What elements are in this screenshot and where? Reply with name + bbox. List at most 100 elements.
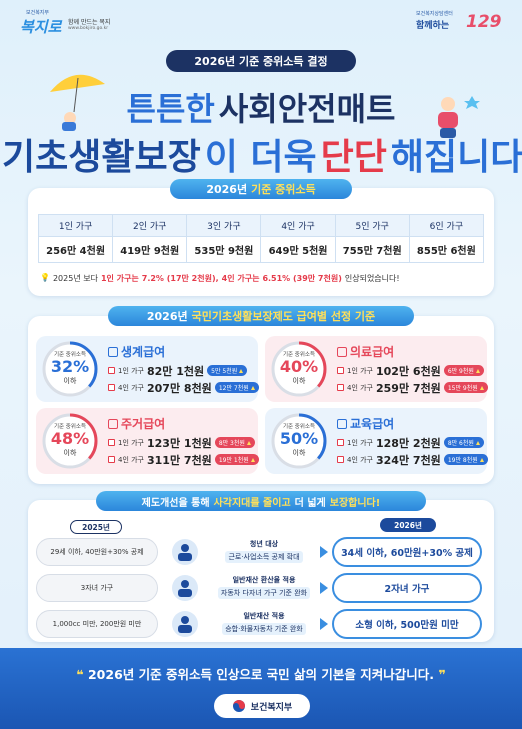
increase-badge: 5만 5천원	[207, 365, 248, 376]
title-highlight: 보장합니다!	[329, 497, 381, 509]
income-amount: 755만 7천원	[334, 236, 410, 263]
household-header: 6인 가구	[408, 214, 485, 237]
increase: 8만 6천원	[447, 440, 474, 447]
before-value: 1,000cc 미만, 200만원 미만	[36, 610, 158, 638]
row-icon	[172, 611, 198, 637]
household: 4인 가구	[118, 383, 144, 392]
benefit-name: 주거급여	[121, 417, 166, 431]
up-arrow	[239, 368, 244, 373]
increase: 15만 9천원	[447, 385, 478, 392]
headline-text: 이 더욱	[204, 137, 317, 178]
up-arrow	[479, 457, 484, 462]
household-header: 5인 가구	[334, 214, 410, 237]
household: 1인 가구	[347, 366, 373, 375]
below: 이하	[63, 449, 77, 457]
income-amount: 256만 4천원	[37, 236, 114, 263]
benefit-icon	[337, 418, 347, 429]
title-text: 2026년	[206, 183, 248, 196]
before-value: 3자녀 가구	[36, 574, 158, 602]
right-small: 보건복지상담센터	[416, 11, 453, 17]
amount: 207만 8천원	[147, 381, 212, 395]
detail: 근로·사업소득 공제 확대	[225, 551, 303, 563]
household: 1인 가구	[118, 438, 144, 447]
benefit-icon	[108, 346, 118, 357]
benefit-name-wrap: 의료급여	[337, 343, 394, 360]
table-value-row: 256만 4천원 419만 9천원 535만 9천원 649만 5천원 755만 7천원…	[37, 236, 485, 263]
benefit-name-wrap: 교육급여	[337, 415, 394, 432]
household-header: 4인 가구	[260, 214, 336, 237]
table-header-row: 1인 가구 2인 가구 3인 가구 4인 가구 5인 가구 6인 가구	[37, 214, 485, 237]
arrow	[320, 546, 328, 558]
title-badge: 2026년 기준 중위소득 결정	[166, 50, 356, 72]
section-title: 제도개선을 통해 사각지대를 줄이고 더 넓게 보장합니다!	[96, 491, 426, 511]
benefit-name: 생계급여	[121, 345, 166, 359]
after-value: 34세 이하, 60만원+30% 공제	[332, 537, 482, 567]
checkbox	[108, 439, 115, 446]
ring-text: 기준 중위소득 50% 이하	[269, 422, 329, 458]
section-title: 2026년 기준 중위소득	[170, 179, 352, 199]
amount: 259만 7천원	[376, 381, 441, 395]
benefit-card: 기준 중위소득 48% 이하 주거급여 1인 가구 123만 1천원 8만 3천원 4인 가구…	[36, 408, 259, 474]
household: 1인 가구	[347, 438, 373, 447]
up-arrow	[475, 368, 480, 373]
tagline: 함께 만드는 복지	[68, 19, 111, 26]
household: 4인 가구	[118, 455, 144, 464]
percent: 50%	[279, 429, 319, 448]
amount: 102만 6천원	[376, 364, 441, 378]
income-amount: 535만 9천원	[186, 236, 262, 263]
criterion: 기준 중위소득	[53, 352, 87, 358]
title-highlight: 기준 중위소득	[251, 183, 316, 196]
ring-text: 기준 중위소득 48% 이하	[40, 422, 100, 458]
increase: 12만 7천원	[218, 385, 249, 392]
improvement-detail: 일반재산 적용 승합·화물자동차 기준 완화	[204, 611, 324, 635]
note-highlight: 6.51% (39만 7천원)	[262, 274, 342, 283]
below: 이하	[292, 449, 306, 457]
after-value: 2자녀 가구	[332, 573, 482, 603]
ring	[42, 341, 98, 397]
title-highlight: 국민기초생활보장제도 급여별 선정 기준	[191, 310, 376, 323]
section-title: 2026년 국민기초생활보장제도 급여별 선정 기준	[108, 306, 414, 326]
benefit-row: 4인 가구 311만 7천원 19만 1천원	[108, 452, 259, 467]
benefit-row: 1인 가구 123만 1천원 8만 3천원	[108, 435, 255, 450]
row-icon	[172, 539, 198, 565]
headline-text: 튼튼한	[126, 90, 215, 128]
increase: 6만 9천원	[447, 368, 474, 375]
emblem	[232, 700, 245, 712]
title-highlight: 사각지대를 줄이고	[213, 497, 291, 509]
checkbox	[337, 439, 344, 446]
increase-badge: 12만 7천원	[214, 382, 259, 393]
ministry-logo: 보건복지부	[214, 694, 310, 718]
below: 이하	[63, 377, 77, 385]
income-note: 💡 2025년 보다 1인 가구는 7.2% (17만 2천원), 4인 가구는 6.51…	[40, 273, 400, 284]
income-amount: 419만 9천원	[112, 236, 188, 263]
benefit-card: 기준 중위소득 40% 이하 의료급여 1인 가구 102만 6천원 6만 9천원 4인 가구…	[265, 336, 488, 402]
benefit-icon	[108, 418, 118, 429]
increase-badge: 19만 8천원	[443, 454, 488, 465]
topic: 청년 대상	[249, 540, 279, 548]
percent: 40%	[279, 357, 319, 376]
criterion: 기준 중위소득	[282, 352, 316, 358]
benefit-row: 1인 가구 128만 2천원 8만 6천원	[337, 435, 484, 450]
up-arrow	[246, 440, 251, 445]
increase-badge: 6만 9천원	[443, 365, 484, 376]
topic: 일반재산 적용	[243, 612, 285, 620]
household: 4인 가구	[347, 383, 373, 392]
arrow	[320, 582, 328, 594]
increase-badge: 15만 9천원	[443, 382, 488, 393]
quote-mark: ❞	[434, 667, 446, 682]
before-value: 29세 이하, 40만원+30% 공제	[36, 538, 158, 566]
ring	[271, 341, 327, 397]
headline-emphasis: 사회안전매트	[218, 90, 396, 128]
household-header: 3인 가구	[186, 214, 262, 237]
title-text: 더 넓게	[294, 497, 326, 509]
household-header: 1인 가구	[37, 214, 114, 237]
note-text: 1인 가구는	[100, 274, 139, 283]
up-arrow	[475, 440, 480, 445]
headline-emphasis: 단단	[320, 137, 387, 178]
org-small: 보건복지부	[26, 10, 50, 16]
improvement-detail: 일반재산 환산율 적용 자동차 다자녀 가구 기준 완화	[204, 575, 324, 599]
increase: 5만 5천원	[211, 368, 238, 375]
amount: 128만 2천원	[376, 436, 441, 450]
increase: 19만 8천원	[447, 457, 478, 464]
